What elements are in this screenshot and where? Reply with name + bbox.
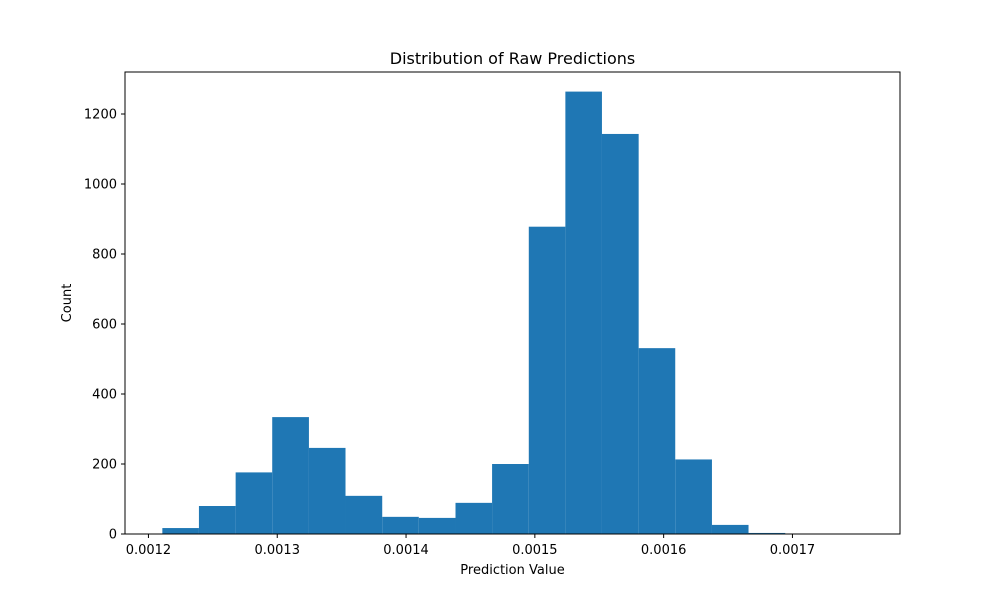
y-axis-ticks: 0 200 400 600 800 1000 1200 [84,108,125,543]
histogram-bar [638,348,676,534]
y-tick-label: 1000 [84,178,117,193]
x-tick-label: 0.0014 [383,543,429,558]
x-axis-ticks: 0.0012 0.0013 0.0014 0.0015 0.0016 0.0017 [126,534,816,558]
histogram-bar [418,517,456,534]
histogram-bar [565,91,602,534]
y-axis-label: Count [60,284,75,323]
histogram-bar [675,459,712,534]
y-tick-label: 400 [92,388,117,403]
x-tick-label: 0.0013 [254,543,300,558]
histogram-bar [198,506,236,534]
x-tick-label: 0.0015 [512,543,558,558]
x-tick-label: 0.0016 [641,543,687,558]
chart-title: Distribution of Raw Predictions [390,49,636,68]
x-axis-label: Prediction Value [460,563,564,578]
x-tick-label: 0.0012 [126,543,172,558]
plot-frame [124,71,901,535]
histogram-bar [711,524,749,534]
histogram-bar [382,516,419,534]
y-tick-label: 0 [109,528,117,543]
histogram-bar [162,528,199,534]
y-tick-label: 1200 [84,108,117,123]
histogram-bar [272,417,309,534]
histogram-bar [528,226,566,534]
histogram-bar [235,472,273,534]
histogram-bar [748,532,786,534]
histogram-bar [345,495,383,534]
y-tick-label: 800 [92,248,117,263]
histogram-bar [601,133,639,534]
y-tick-label: 600 [92,318,117,333]
histogram-bar [492,464,529,534]
x-tick-label: 0.0017 [770,543,816,558]
bars-group [162,91,896,534]
histogram-bar [455,502,493,534]
histogram-bar [308,447,346,534]
y-tick-label: 200 [92,458,117,473]
